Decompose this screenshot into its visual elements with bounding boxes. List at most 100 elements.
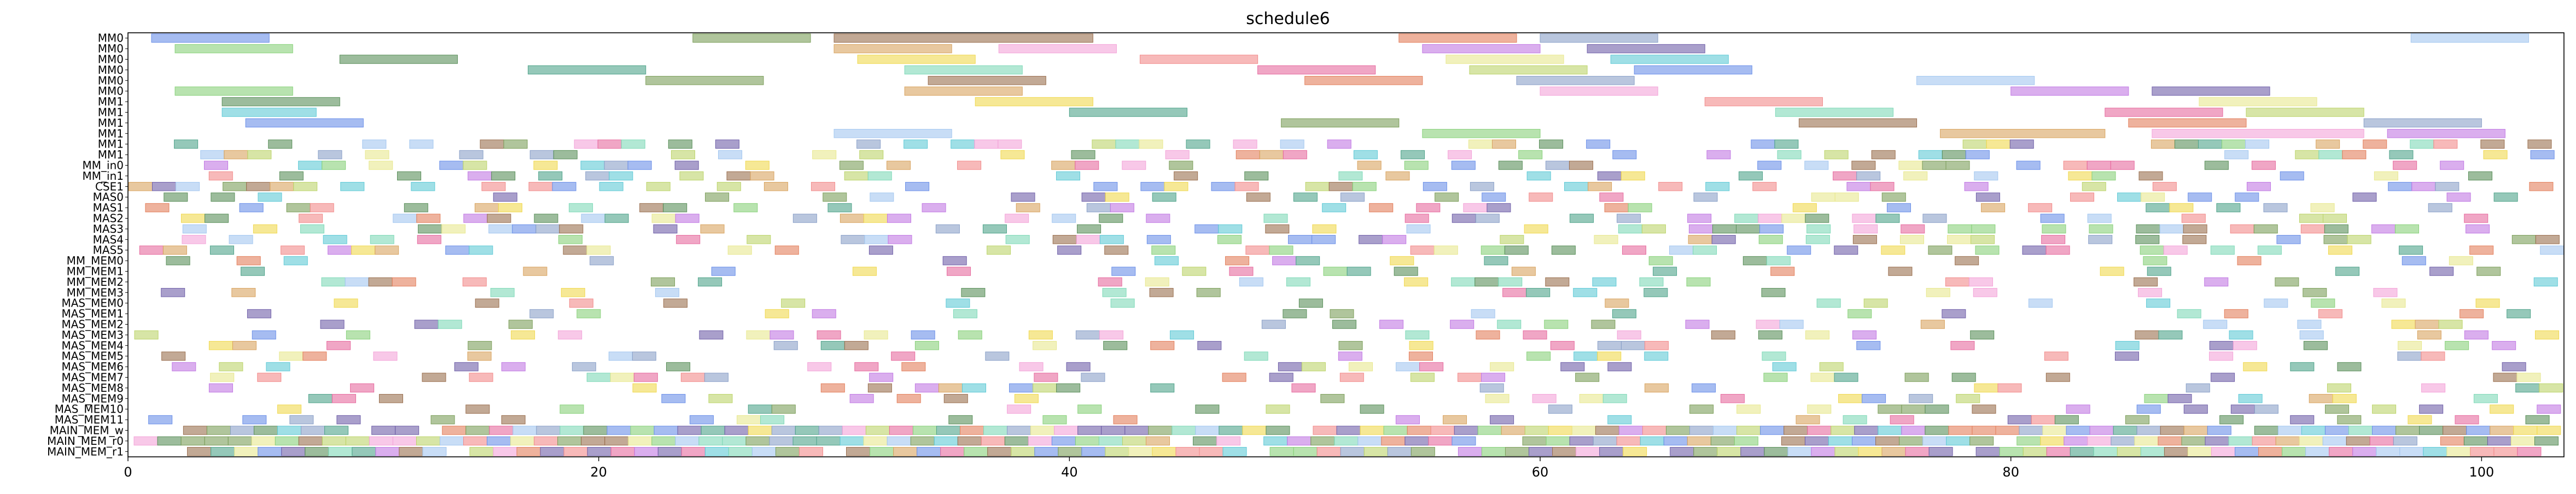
gantt-bar [2182, 235, 2207, 244]
gantt-bar [1261, 320, 1286, 329]
gantt-bar [655, 288, 679, 297]
gantt-bar [2070, 447, 2094, 456]
gantt-bar [2342, 150, 2367, 160]
gantt-bar [1110, 298, 1135, 308]
gantt-bar [1443, 415, 1467, 425]
gantt-bar [2539, 383, 2563, 393]
gantt-bar [2143, 256, 2167, 266]
gantt-bar [1387, 447, 1412, 456]
gantt-bar [839, 161, 864, 170]
gantt-bar [1463, 203, 1488, 213]
gantt-bar [1779, 320, 1804, 329]
gantt-bar [493, 447, 517, 456]
gantt-bar [1452, 436, 1476, 446]
gantt-bar [331, 394, 356, 403]
chart-title: schedule6 [1246, 9, 1330, 28]
gantt-bar [587, 447, 611, 456]
gantt-bar [422, 447, 447, 456]
gantt-bar [1816, 298, 1841, 308]
gantt-bar [2209, 351, 2234, 361]
gantt-bar [2146, 203, 2170, 213]
gantt-bar [887, 436, 911, 446]
gantt-bar [2324, 404, 2350, 414]
gantt-bar [439, 436, 464, 446]
gantt-bar [820, 383, 845, 393]
gantt-bar [252, 330, 276, 340]
y-tick-label: MAS_MEM0 [61, 297, 124, 310]
gantt-bar [1383, 426, 1408, 435]
gantt-bar [1405, 330, 1430, 340]
gantt-bar [2516, 373, 2541, 382]
gantt-bar [1316, 447, 1341, 456]
gantt-bar [2042, 224, 2066, 234]
gantt-bar [1974, 383, 1998, 393]
gantt-bar [722, 436, 747, 446]
gantt-bar [2158, 330, 2183, 340]
gantt-bar [904, 139, 928, 149]
gantt-bar [1336, 426, 1361, 435]
gantt-bar [1955, 256, 1979, 266]
gantt-bar [1481, 447, 1506, 456]
gantt-bar [1322, 203, 1347, 213]
gantt-bar [1781, 214, 1806, 223]
gantt-bar [1407, 426, 1431, 435]
gantt-bar [1710, 436, 1735, 446]
gantt-bar [2113, 426, 2137, 435]
gantt-bar [1634, 65, 1752, 75]
gantt-bar [1105, 192, 1129, 202]
gantt-bar [222, 97, 340, 107]
gantt-bar [2275, 277, 2299, 287]
gantt-bar [1034, 373, 1058, 382]
gantt-bar [948, 415, 973, 425]
gantt-bar [621, 139, 645, 149]
gantt-bar [206, 426, 231, 435]
gantt-bar [1804, 161, 1829, 170]
gantt-bar [1102, 288, 1127, 297]
gantt-bar [747, 235, 771, 244]
gantt-bar [1772, 362, 1797, 372]
gantt-bar [241, 267, 265, 276]
gantt-bar [293, 182, 318, 191]
gantt-bar [1360, 404, 1384, 414]
gantt-bar [1831, 426, 1855, 435]
gantt-bar [1410, 373, 1435, 382]
gantt-bar [1145, 436, 1170, 446]
gantt-bar [1918, 150, 1943, 160]
gantt-bar [1396, 362, 1420, 372]
gantt-bar [1471, 309, 1495, 319]
gantt-bar [2228, 436, 2253, 446]
gantt-bar [211, 192, 235, 202]
gantt-bar [1291, 383, 1316, 393]
gantt-bar [2397, 351, 2422, 361]
gantt-bar [468, 341, 492, 350]
gantt-bar [889, 426, 913, 435]
gantt-bar [481, 182, 506, 191]
gantt-bar [2363, 139, 2387, 149]
gantt-bar [799, 447, 823, 456]
gantt-bar [1811, 192, 1835, 202]
gantt-bar [501, 362, 526, 372]
gantt-bar [1419, 362, 1444, 372]
gantt-bar [1548, 404, 1572, 414]
gantt-bar [1621, 341, 1645, 350]
gantt-bar [1579, 394, 1604, 403]
gantt-bar [418, 224, 442, 234]
gantt-bar [961, 383, 987, 393]
gantt-bar [2144, 394, 2169, 403]
gantt-bar [1281, 118, 1400, 128]
gantt-bar [1086, 203, 1111, 213]
gantt-bar [211, 447, 235, 456]
gantt-bar [1110, 203, 1134, 213]
gantt-bar [310, 203, 334, 213]
gantt-bar [362, 139, 387, 149]
y-tick-label: MM1 [98, 95, 124, 108]
gantt-bar [1481, 245, 1505, 255]
gantt-bar [1105, 447, 1129, 456]
gantt-bar [1564, 182, 1589, 191]
gantt-bar [558, 235, 583, 244]
gantt-bar [651, 436, 676, 446]
gantt-bar [323, 235, 347, 244]
gantt-bar [914, 383, 939, 393]
gantt-bar [1244, 351, 1268, 361]
gantt-bar [651, 214, 676, 223]
